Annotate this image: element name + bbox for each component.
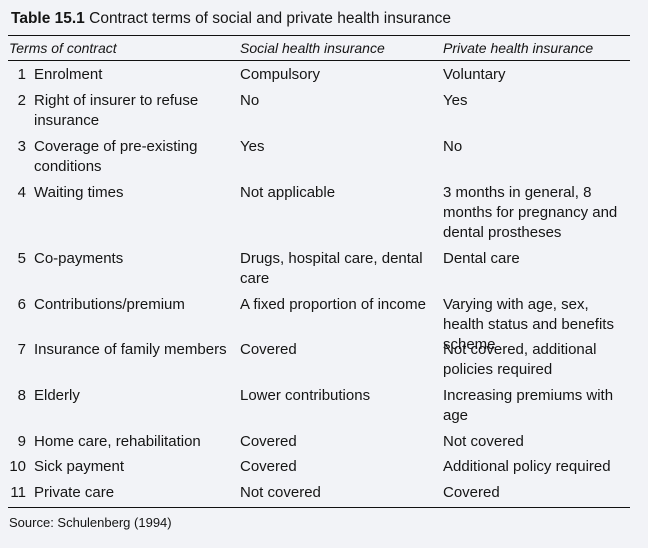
row-number: 9 — [17, 433, 26, 450]
row-number: 8 — [17, 387, 26, 404]
row-social: Yes — [240, 138, 265, 155]
row-number: 2 — [17, 92, 26, 109]
row-term: Contributions/premium — [34, 296, 185, 313]
row-social: No — [240, 92, 260, 109]
table-label: Table 15.1 — [11, 10, 85, 27]
table-row: 4 Waiting times Not applicable 3 months … — [8, 183, 630, 249]
table-header: Terms of contract Social health insuranc… — [8, 36, 630, 60]
table-row: 6 Contributions/premium A fixed proporti… — [8, 295, 630, 353]
row-term: Sick payment — [34, 458, 125, 475]
row-private: 3 months in general, 8 months for pregna… — [443, 184, 618, 241]
row-private: Yes — [443, 92, 468, 109]
row-number: 1 — [17, 66, 26, 83]
row-term: Right of insurer to refuse insurance — [34, 92, 199, 129]
table-row: 3 Coverage of pre-existing conditions Ye… — [8, 137, 630, 183]
row-term: Elderly — [34, 387, 80, 404]
row-private: No — [443, 138, 463, 155]
row-social: Covered — [240, 433, 297, 450]
table-row: 11 Private care Not covered Covered — [8, 483, 630, 503]
top-rule — [8, 35, 630, 36]
row-social: Drugs, hospital care, dental care — [240, 250, 423, 287]
row-term: Home care, rehabilitation — [34, 433, 201, 450]
bottom-rule — [8, 507, 630, 508]
table-row: 5 Co-payments Drugs, hospital care, dent… — [8, 249, 630, 295]
row-private: Increasing premiums with age — [443, 387, 614, 424]
row-term: Waiting times — [34, 184, 124, 201]
header-terms-of-contract: Terms of contract — [9, 40, 117, 56]
table-row: 10 Sick payment Covered Additional polic… — [8, 457, 630, 483]
row-social: A fixed proportion of income — [240, 296, 426, 313]
row-social: Lower contributions — [240, 387, 371, 404]
table-row: 9 Home care, rehabilitation Covered Not … — [8, 432, 630, 457]
row-term: Enrolment — [34, 66, 103, 83]
row-private: Additional policy required — [443, 458, 611, 475]
contract-terms-table: Table 15.1 Contract terms of social and … — [8, 8, 630, 532]
row-number: 3 — [17, 138, 26, 155]
row-private: Covered — [443, 484, 500, 501]
row-social: Compulsory — [240, 66, 321, 83]
table-row: 2 Right of insurer to refuse insurance N… — [8, 91, 630, 137]
row-term: Co-payments — [34, 250, 124, 267]
row-number: 4 — [17, 184, 26, 201]
row-number: 6 — [17, 296, 26, 313]
table-body: 1 Enrolment Compulsory Voluntary 2 Right… — [8, 61, 630, 507]
row-private: Varying with age, sex, health status and… — [443, 296, 614, 353]
row-social: Covered — [240, 341, 297, 358]
row-social: Covered — [240, 458, 297, 475]
row-private: Not covered — [443, 433, 524, 450]
row-number: 7 — [17, 341, 26, 358]
row-social: Not covered — [240, 484, 321, 501]
row-private: Not covered, additional policies require… — [443, 341, 597, 378]
header-social-health-insurance: Social health insurance — [240, 40, 385, 56]
row-number: 10 — [9, 458, 26, 475]
row-private: Voluntary — [443, 66, 506, 83]
table-title: Table 15.1 Contract terms of social and … — [11, 8, 630, 30]
row-social: Not applicable — [240, 184, 336, 201]
table-row: 1 Enrolment Compulsory Voluntary — [8, 65, 630, 91]
row-term: Coverage of pre-existing conditions — [34, 138, 198, 175]
table-row: 7 Insurance of family members Covered No… — [8, 340, 630, 386]
row-term: Insurance of family members — [34, 341, 227, 358]
row-number: 5 — [17, 250, 26, 267]
row-number: 11 — [10, 484, 26, 501]
table-row: 8 Elderly Lower contributions Increasing… — [8, 386, 630, 432]
row-term: Private care — [34, 484, 115, 501]
header-rule — [8, 60, 630, 61]
header-private-health-insurance: Private health insurance — [443, 40, 594, 56]
row-private: Dental care — [443, 250, 520, 267]
table-caption: Contract terms of social and private hea… — [89, 10, 451, 27]
table-source: Source: Schulenberg (1994) — [9, 515, 172, 530]
